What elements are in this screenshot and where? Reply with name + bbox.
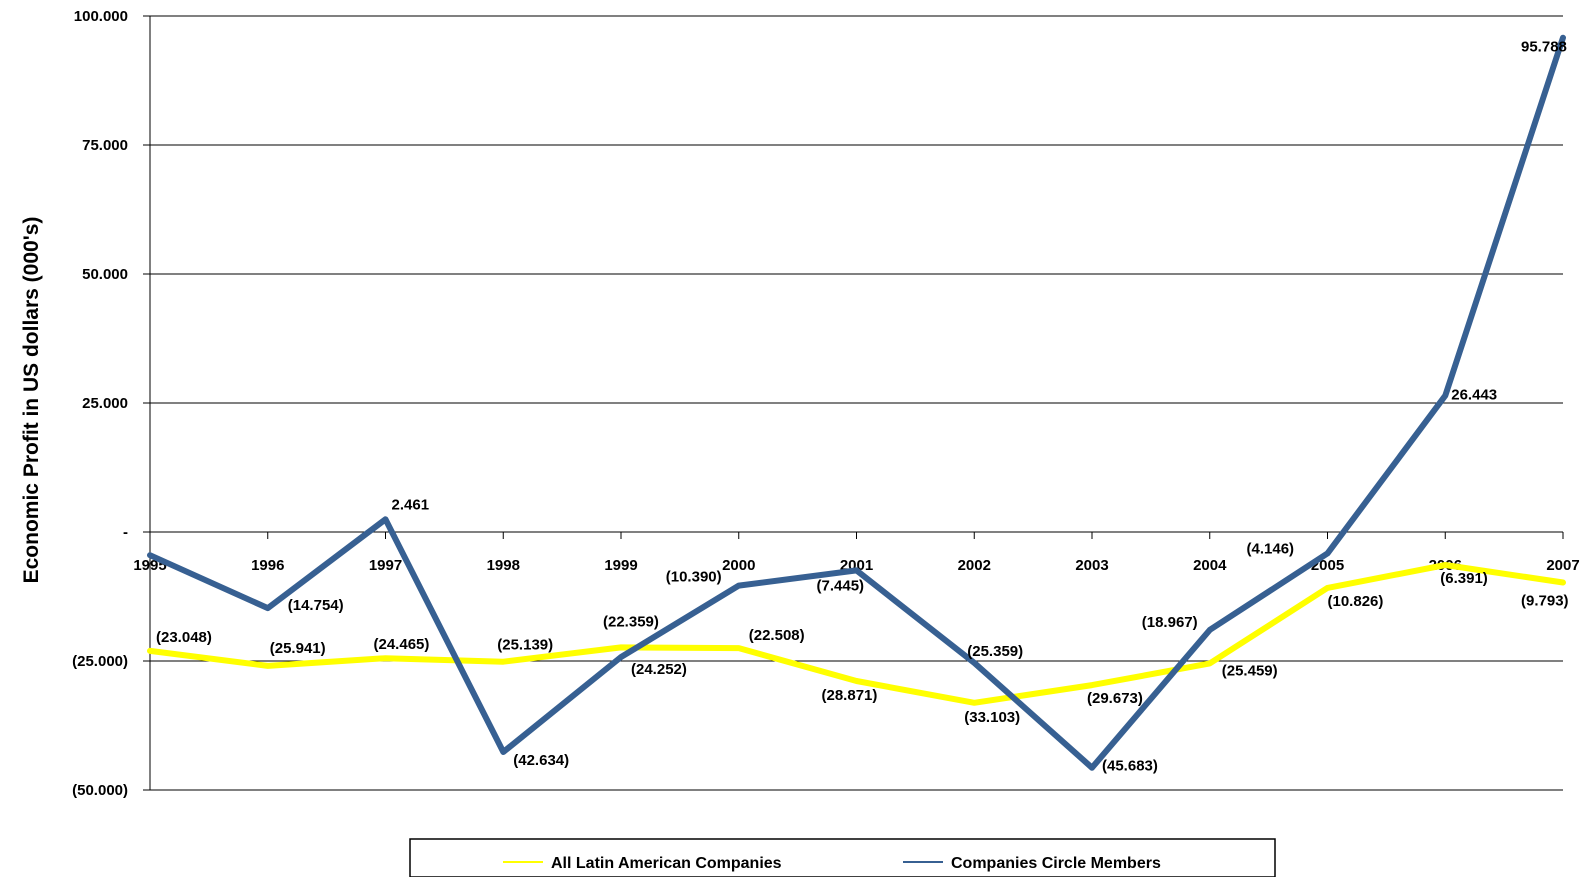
y-axis-label: Economic Profit in US dollars (000's) xyxy=(20,217,43,584)
x-tick-label: 1998 xyxy=(487,557,520,574)
data-label-companies-circle: (14.754) xyxy=(288,597,344,614)
data-label-all-latin-american: (10.826) xyxy=(1328,593,1384,610)
data-labels: (23.048) (25.941) (24.465) (25.139) (22.359)… xyxy=(156,39,1569,775)
data-label-all-latin-american: (9.793) xyxy=(1521,593,1569,610)
data-label-all-latin-american: (29.673) xyxy=(1087,690,1143,707)
data-label-companies-circle: 95.788 xyxy=(1521,39,1567,56)
data-label-all-latin-american: (6.391) xyxy=(1440,570,1488,587)
data-label-companies-circle: (4.146) xyxy=(1247,540,1295,557)
x-tick-label: 1996 xyxy=(251,557,284,574)
data-label-all-latin-american: (33.103) xyxy=(964,709,1020,726)
x-tick-label: 2004 xyxy=(1193,557,1227,574)
y-tick-label: 25.000 xyxy=(82,395,128,412)
x-tick-label: 2002 xyxy=(958,557,991,574)
data-label-all-latin-american: (22.508) xyxy=(749,627,805,644)
data-label-all-latin-american: (25.459) xyxy=(1222,662,1278,679)
gridlines xyxy=(143,15,1564,791)
data-label-companies-circle: (42.634) xyxy=(513,752,569,769)
data-label-all-latin-american: (25.941) xyxy=(270,640,326,657)
data-label-companies-circle: (45.683) xyxy=(1102,758,1158,775)
x-tick-label: 1997 xyxy=(369,557,402,574)
y-tick-label: 50.000 xyxy=(82,266,128,283)
legend-label-companies-circle: Companies Circle Members xyxy=(951,855,1161,872)
x-tick-label: 2000 xyxy=(722,557,755,574)
legend-label-all-latin-american: All Latin American Companies xyxy=(551,855,782,872)
y-tick-label: 75.000 xyxy=(82,137,128,154)
y-tick-label: - xyxy=(123,524,128,541)
x-tick-label: 2007 xyxy=(1546,557,1579,574)
data-label-companies-circle: 2.461 xyxy=(392,496,430,513)
data-label-all-latin-american: (25.139) xyxy=(497,637,553,654)
y-tick-label: 100.000 xyxy=(74,8,128,25)
data-label-all-latin-american: (23.048) xyxy=(156,629,212,646)
data-label-companies-circle: (18.967) xyxy=(1142,614,1198,631)
legend: All Latin American Companies Companies C… xyxy=(409,838,1276,877)
series-line-companies-circle xyxy=(147,34,1566,771)
data-label-companies-circle: (25.359) xyxy=(967,643,1023,660)
data-label-companies-circle: (24.252) xyxy=(631,661,687,678)
x-tick-label: 1999 xyxy=(604,557,637,574)
data-label-companies-circle: (10.390) xyxy=(666,569,722,586)
data-label-all-latin-american: (24.465) xyxy=(374,636,430,653)
data-label-companies-circle: (7.445) xyxy=(817,577,865,594)
data-label-all-latin-american: (28.871) xyxy=(822,687,878,704)
y-tick-label: (25.000) xyxy=(72,653,128,670)
series-lines xyxy=(147,34,1566,771)
series-line-all-latin-american xyxy=(147,562,1566,706)
data-label-all-latin-american: (22.359) xyxy=(603,613,659,630)
data-label-companies-circle: 26.443 xyxy=(1451,387,1497,404)
y-tick-label: (50.000) xyxy=(72,782,128,799)
y-tick-labels: 100.000 75.000 50.000 25.000 - (25.000) (50.00… xyxy=(72,8,128,799)
legend-box xyxy=(409,838,1276,877)
x-tick-label: 2003 xyxy=(1075,557,1108,574)
